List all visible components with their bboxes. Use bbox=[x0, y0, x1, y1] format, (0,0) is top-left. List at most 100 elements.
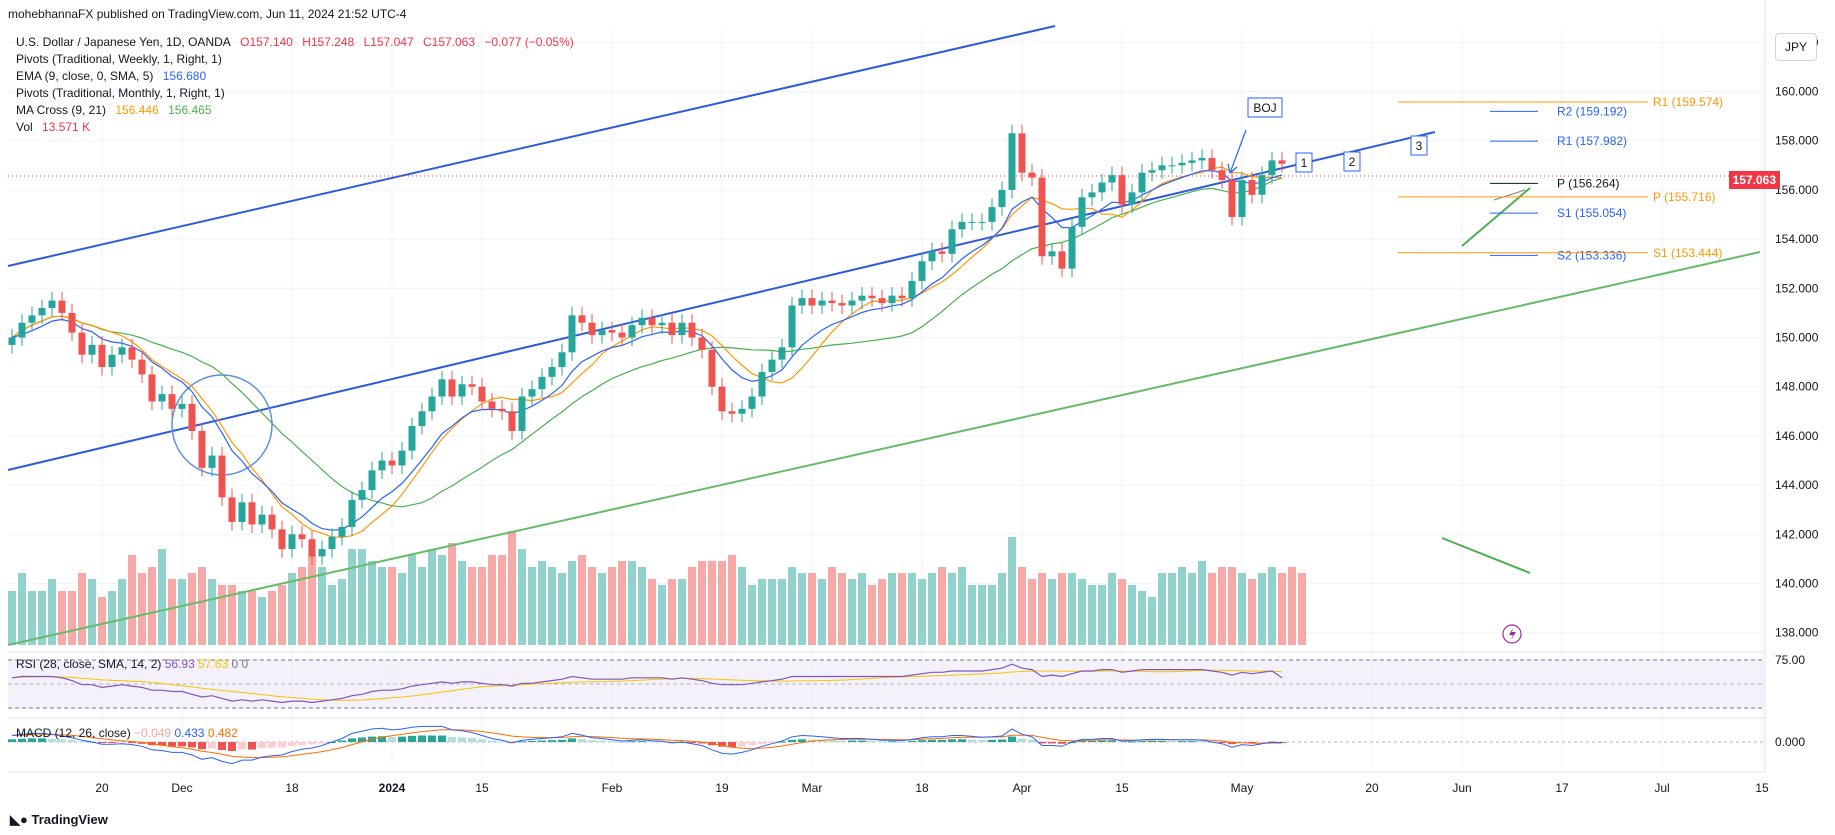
candle-body bbox=[1168, 165, 1176, 167]
legend-pivots-monthly[interactable]: Pivots (Traditional, Monthly, 1, Right, … bbox=[16, 85, 580, 102]
candle-body bbox=[818, 300, 826, 306]
volume-bar bbox=[718, 561, 726, 645]
y-tick-label: 138.000 bbox=[1775, 626, 1819, 640]
volume-value: 13.571 K bbox=[42, 120, 91, 134]
volume-bar bbox=[1098, 585, 1106, 645]
macd-hist-bar bbox=[898, 741, 906, 743]
candle-body bbox=[1108, 175, 1116, 183]
macd-hist-bar bbox=[1028, 739, 1036, 742]
macd-hist-bar bbox=[1078, 740, 1086, 742]
macd-hist-bar bbox=[48, 738, 56, 742]
candle-body bbox=[148, 374, 156, 402]
candle-body bbox=[1128, 192, 1136, 205]
tradingview-logo[interactable]: ◣● TradingView bbox=[10, 812, 108, 828]
legend-volume[interactable]: Vol 13.571 K bbox=[16, 119, 580, 136]
macd-hist-bar bbox=[1138, 741, 1146, 743]
legend-symbol-row[interactable]: U.S. Dollar / Japanese Yen, 1D, OANDA O1… bbox=[16, 34, 580, 51]
volume-bar bbox=[128, 555, 136, 645]
volume-bar bbox=[768, 579, 776, 645]
macd-hist-bar bbox=[358, 737, 366, 742]
candle-body bbox=[968, 221, 976, 223]
legend-pivots-weekly[interactable]: Pivots (Traditional, Weekly, 1, Right, 1… bbox=[16, 51, 580, 68]
ma9-line bbox=[11, 166, 1283, 538]
candle-body bbox=[208, 455, 216, 468]
volume-bar bbox=[298, 567, 306, 645]
volume-bar bbox=[118, 579, 126, 645]
annotation-box bbox=[1410, 135, 1428, 156]
pivots-monthly-label: Pivots (Traditional, Monthly, 1, Right, … bbox=[16, 86, 225, 100]
volume-bar bbox=[1088, 585, 1096, 645]
weekly-pivot-label: R1 (157.982) bbox=[1557, 134, 1627, 148]
macd-hist-bar bbox=[438, 735, 446, 742]
macd-hist-bar bbox=[538, 740, 546, 742]
candle-body bbox=[1058, 251, 1066, 269]
candle-body bbox=[108, 354, 116, 368]
rsi-legend[interactable]: RSI (28, close, SMA, 14, 2) 56.93 57.63 … bbox=[16, 657, 248, 671]
macd-hist-bar bbox=[988, 739, 996, 742]
macd-hist-bar bbox=[8, 739, 16, 742]
legend-ema[interactable]: EMA (9, close, 0, SMA, 5) 156.680 bbox=[16, 68, 580, 85]
volume-bar bbox=[628, 561, 636, 645]
currency-button[interactable]: JPY bbox=[1775, 33, 1817, 61]
candle-body bbox=[628, 325, 636, 338]
candle-body bbox=[648, 317, 656, 326]
annotation-box bbox=[1295, 152, 1313, 173]
candle-body bbox=[1208, 157, 1216, 171]
candles bbox=[8, 124, 1286, 566]
volume-bar bbox=[348, 549, 356, 645]
candle-body bbox=[508, 411, 516, 431]
candle-body bbox=[288, 534, 296, 550]
macd-legend[interactable]: MACD (12, 26, close) −0.049 0.433 0.482 bbox=[16, 726, 238, 740]
macd-hist-bar bbox=[838, 740, 846, 742]
x-tick-label: 18 bbox=[285, 781, 299, 795]
candle-body bbox=[1198, 157, 1206, 161]
tradingview-logo-icon: ◣● bbox=[10, 812, 28, 827]
x-tick-label: 15 bbox=[475, 781, 489, 795]
volume-bar bbox=[448, 543, 456, 645]
macd-hist-bar bbox=[618, 741, 626, 743]
volume-bar bbox=[1188, 573, 1196, 645]
candle-body bbox=[808, 298, 816, 306]
volume-bar bbox=[928, 573, 936, 645]
candle-body bbox=[98, 344, 106, 368]
axes: 138.000 140.000 142.000 144.000 146.000 148.0… bbox=[8, 0, 1819, 795]
macd-hist-bar bbox=[228, 742, 236, 751]
candle-body bbox=[788, 305, 796, 348]
candle-body bbox=[458, 384, 466, 397]
volume-bar bbox=[248, 591, 256, 645]
macd-hist-bar bbox=[418, 735, 426, 742]
legend-ma-cross[interactable]: MA Cross (9, 21) 156.446 156.465 bbox=[16, 102, 580, 119]
candle-body bbox=[568, 315, 576, 353]
rsi-label: RSI (28, close, SMA, 14, 2) bbox=[16, 657, 162, 671]
pivots-weekly-label: Pivots (Traditional, Weekly, 1, Right, 1… bbox=[16, 52, 222, 66]
volume-bar bbox=[578, 555, 586, 645]
tradingview-logo-text: TradingView bbox=[31, 812, 108, 827]
candle-body bbox=[328, 536, 336, 550]
macd-hist-bar bbox=[398, 736, 406, 742]
volume-bar bbox=[738, 567, 746, 645]
macd-hist-bar bbox=[1258, 742, 1266, 743]
volume-bar bbox=[1138, 591, 1146, 645]
macd-hist-bar bbox=[548, 740, 556, 742]
candle-body bbox=[878, 298, 886, 304]
candle-body bbox=[958, 221, 966, 230]
candle-body bbox=[1068, 226, 1076, 269]
macd-hist-bar bbox=[718, 742, 726, 747]
macd-hist-bar bbox=[288, 742, 296, 746]
candle-body bbox=[1148, 170, 1156, 173]
volume-bar bbox=[1028, 579, 1036, 645]
volume-bar bbox=[138, 573, 146, 645]
volume-bar bbox=[208, 579, 216, 645]
candle-body bbox=[728, 411, 736, 414]
x-tick-label: 2024 bbox=[379, 781, 406, 795]
candle-body bbox=[488, 401, 496, 409]
candle-body bbox=[28, 315, 36, 323]
x-tick-label: Apr bbox=[1013, 781, 1032, 795]
symbol-name[interactable]: U.S. Dollar / Japanese Yen, 1D, OANDA bbox=[16, 35, 231, 49]
candle-body bbox=[368, 470, 376, 491]
macd-hist-bar bbox=[478, 739, 486, 742]
volume-bar bbox=[358, 549, 366, 645]
volume-bar bbox=[1038, 573, 1046, 645]
pivot-lines: R2 (159.192) R1 (157.982) P (156.264) S1 (1… bbox=[1398, 95, 1723, 262]
